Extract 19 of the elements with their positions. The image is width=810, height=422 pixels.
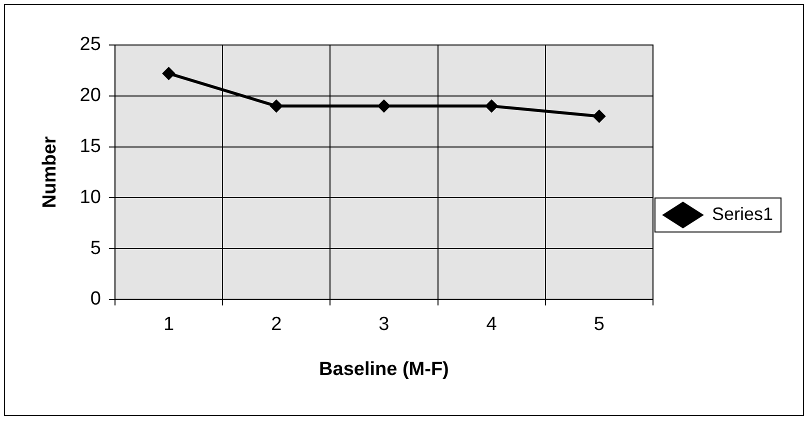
- y-tick-label: 15: [80, 136, 101, 157]
- y-tick-label: 0: [90, 288, 101, 310]
- x-axis-title: Baseline (M-F): [319, 358, 449, 380]
- x-tick-label: 5: [594, 314, 604, 336]
- y-tick-label: 20: [80, 85, 101, 106]
- x-tick-label: 4: [486, 314, 498, 336]
- x-tick-label: 3: [378, 314, 390, 336]
- point: [485, 100, 498, 113]
- legend-label: Series1: [712, 204, 773, 224]
- y-tick-label: 25: [80, 34, 101, 56]
- x-tick-label: 2: [271, 314, 282, 336]
- point: [377, 100, 390, 113]
- x-tick-label: 1: [163, 314, 174, 336]
- point: [592, 110, 606, 123]
- y-tick-label: 10: [80, 186, 101, 208]
- point: [162, 66, 176, 80]
- point: [270, 100, 283, 113]
- y-axis-title: Number: [40, 136, 61, 208]
- y-tick-label: 5: [90, 238, 101, 259]
